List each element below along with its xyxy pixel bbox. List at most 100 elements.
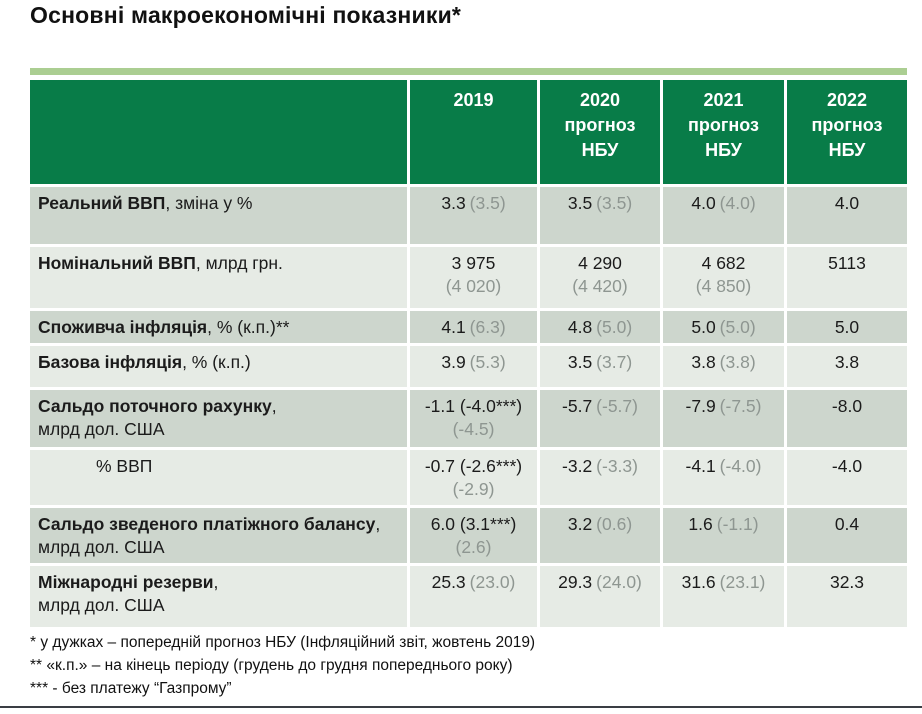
row-label-bold: Реальний ВВП	[38, 193, 166, 213]
value-cell: 3.2 (0.6)	[540, 508, 660, 564]
value-main: 3 975	[451, 253, 496, 273]
value-line: -4.0	[787, 455, 907, 478]
value-prev-forecast: (3.5)	[596, 193, 633, 213]
value-cell: -7.9 (-7.5)	[663, 390, 784, 448]
value-line: -1.1 (-4.0***)	[410, 395, 537, 418]
value-prev-forecast: (-3.3)	[596, 456, 638, 477]
value-line: -5.7 (-5.7)	[540, 395, 660, 418]
header-empty-cell	[30, 80, 407, 184]
value-line: -4.1 (-4.0)	[663, 455, 784, 478]
value-prev-forecast: (3.7)	[596, 352, 633, 373]
value-main: 3.8	[691, 352, 716, 373]
value-prev-forecast: (3.8)	[719, 352, 756, 373]
value-prev-forecast: (23.0)	[469, 572, 516, 593]
row-label-rest: , % (к.п.)**	[207, 317, 290, 337]
value-cell: 3.5 (3.5)	[540, 187, 660, 244]
value-cell: -0.7 (-2.6***) (-2.9)	[410, 450, 537, 506]
value-cell: 5113	[787, 247, 907, 308]
value-line: 32.3	[787, 571, 907, 594]
value-main: 4 290	[578, 253, 622, 273]
value-cell: -8.0	[787, 390, 907, 448]
table-row: Споживча інфляція, % (к.п.)** 4.1 (6.3) 4.…	[30, 311, 907, 344]
value-main: 0.4	[834, 514, 860, 535]
value-cell: 4.1 (6.3)	[410, 311, 537, 344]
value-prev-forecast-line2: (-2.9)	[452, 479, 495, 500]
value-main: -8.0	[831, 396, 863, 417]
value-cell: 3.3 (3.5)	[410, 187, 537, 244]
value-main: 4.1	[441, 317, 466, 337]
value-main: -5.7	[562, 396, 593, 417]
row-label-rest: , млрд дол. США	[38, 514, 381, 558]
table-row: Базова інфляція, % (к.п.) 3.9 (5.3) 3.5 (3.…	[30, 346, 907, 388]
row-label-bold: Сальдо зведеного платіжного балансу	[38, 514, 376, 535]
value-prev-forecast: (5.0)	[719, 317, 756, 337]
row-label-rest: , % (к.п.)	[182, 352, 251, 373]
row-label-cell: Споживча інфляція, % (к.п.)**	[30, 311, 407, 344]
value-line: 5113	[787, 252, 907, 275]
value-prev-forecast-line2: (-4.5)	[452, 419, 495, 440]
value-prev-forecast: (24.0)	[596, 572, 642, 593]
row-label-rest: , млрд дол. США	[38, 396, 277, 440]
value-main: -7.9	[685, 396, 716, 417]
value-line: 3.8 (3.8)	[663, 351, 784, 374]
value-main: 3.5	[567, 193, 593, 213]
value-main: 4 682	[701, 253, 746, 273]
value-line: 3.3 (3.5)	[410, 192, 537, 215]
value-main: 4.0	[834, 193, 860, 213]
value-cell: 5.0 (5.0)	[663, 311, 784, 344]
value-cell: 4.0 (4.0)	[663, 187, 784, 244]
table-body: Реальний ВВП, зміна у % 3.3 (3.5) 3.5 (3.5)…	[30, 187, 907, 628]
value-line: 4.0 (4.0)	[663, 192, 784, 215]
table-row: Номінальний ВВП, млрд грн. 3 975 (4 020) 4…	[30, 247, 907, 308]
row-label-cell: % ВВП	[30, 450, 407, 506]
value-line: -0.7 (-2.6***)	[410, 455, 537, 478]
table-header-row: 2019 2020 прогноз НБУ 2021 прогноз НБУ 2…	[30, 80, 907, 184]
row-label-cell: Сальдо зведеного платіжного балансу, млр…	[30, 508, 407, 564]
row-label-bold: Сальдо поточного рахунку	[38, 396, 272, 417]
table-row: Сальдо поточного рахунку, млрд дол. США …	[30, 390, 907, 448]
value-main: -1.1 (-4.0***)	[424, 396, 523, 417]
value-cell: 3.5 (3.7)	[540, 346, 660, 388]
value-line: 3.9 (5.3)	[410, 351, 537, 374]
value-cell: 3.8	[787, 346, 907, 388]
value-cell: -1.1 (-4.0***) (-4.5)	[410, 390, 537, 448]
value-prev-forecast: (0.6)	[596, 514, 633, 535]
value-prev-forecast: (6.3)	[469, 317, 506, 337]
value-line: 4 290	[540, 252, 660, 275]
value-main: 32.3	[829, 572, 865, 593]
footnote-1: * у дужках – попередній прогноз НБУ (Інф…	[30, 634, 536, 651]
row-label-rest: , млрд грн.	[195, 253, 283, 273]
value-main: 5.0	[691, 317, 716, 337]
value-line: 31.6 (23.1)	[663, 571, 784, 594]
value-prev-forecast-line2: (4 020)	[445, 276, 502, 297]
value-line: 3 975	[410, 252, 537, 275]
value-line: 6.0 (3.1***)	[410, 513, 537, 536]
row-label-cell: Міжнародні резерви, млрд дол. США	[30, 566, 407, 628]
value-line: 4.8 (5.0)	[540, 316, 660, 339]
value-cell: -4.1 (-4.0)	[663, 450, 784, 506]
value-line: -7.9 (-7.5)	[663, 395, 784, 418]
row-label-rest: % ВВП	[96, 456, 153, 477]
value-prev-forecast: (3.5)	[469, 193, 506, 213]
value-cell: 1.6 (-1.1)	[663, 508, 784, 564]
header-col-2022: 2022 прогноз НБУ	[787, 80, 907, 184]
value-cell: 4 290 (4 420)	[540, 247, 660, 308]
value-cell: 3 975 (4 020)	[410, 247, 537, 308]
value-main: -3.2	[562, 456, 593, 477]
value-prev-forecast-line2: (4 420)	[572, 276, 628, 297]
value-line: 4.0	[787, 192, 907, 215]
value-line: 3.8	[787, 351, 907, 374]
footnote-2: ** «к.п.» – на кінець періоду (грудень д…	[30, 657, 513, 674]
value-prev-forecast: (-4.0)	[719, 456, 762, 477]
row-label-cell: Базова інфляція, % (к.п.)	[30, 346, 407, 388]
row-label-bold: Базова інфляція	[38, 352, 183, 373]
footnote-3: *** - без платежу “Газпрому”	[30, 680, 232, 697]
row-label-bold: Споживча інфляція	[38, 317, 208, 337]
value-main: 3.5	[567, 352, 593, 373]
value-cell: -4.0	[787, 450, 907, 506]
value-line: 4 682	[663, 252, 784, 275]
value-line: 5.0	[787, 316, 907, 339]
macro-indicators-table: 2019 2020 прогноз НБУ 2021 прогноз НБУ 2…	[30, 80, 907, 628]
bottom-rule	[0, 706, 922, 708]
